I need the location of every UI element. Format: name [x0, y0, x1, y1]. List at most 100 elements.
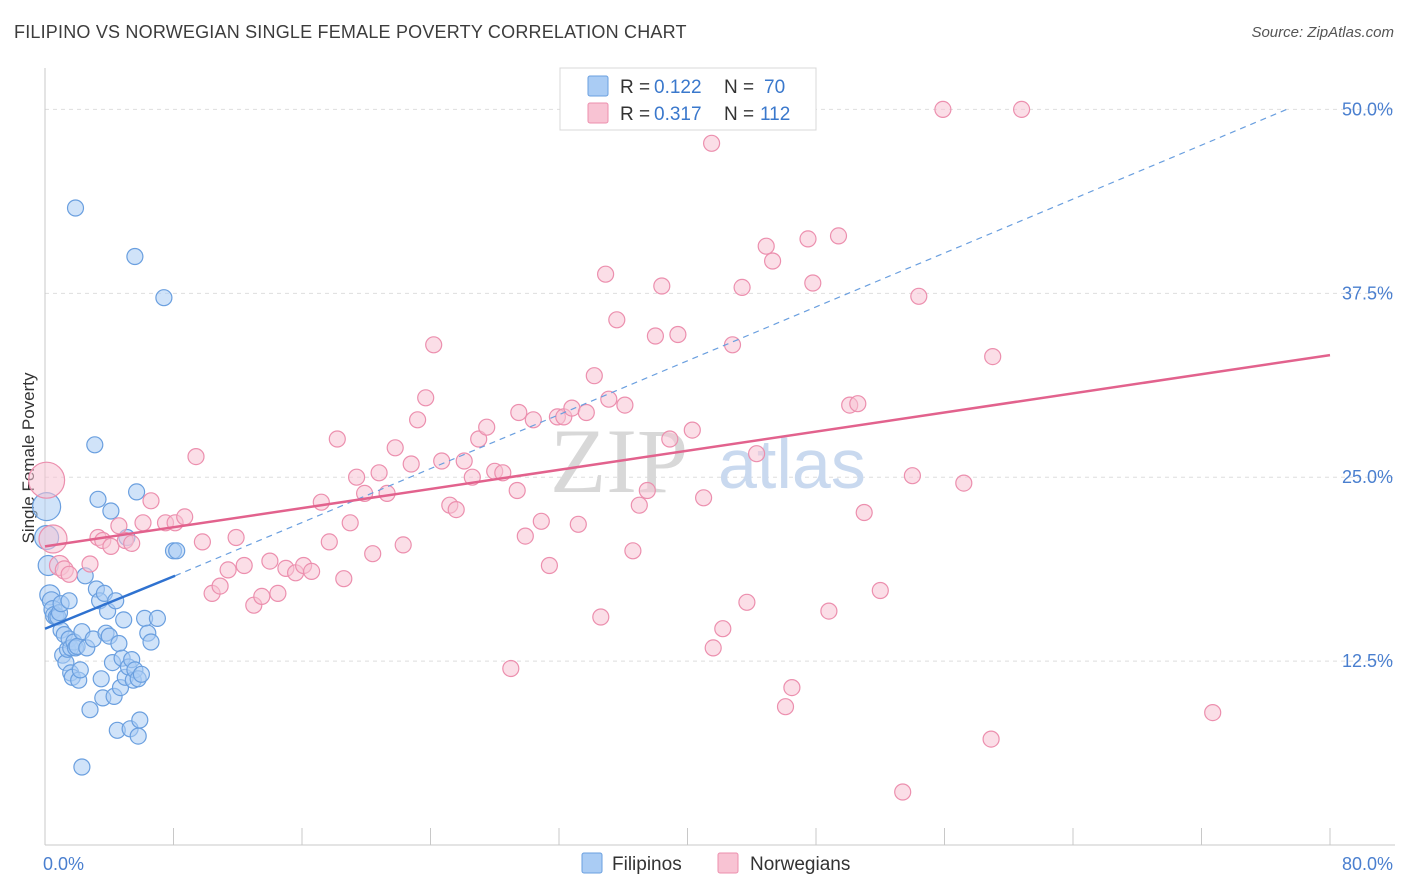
norwegians-point [747, 445, 766, 463]
norwegians-point [757, 237, 775, 255]
norwegians-point [910, 287, 928, 305]
norwegians-point [592, 608, 610, 626]
filipinos-point [66, 199, 85, 217]
norwegians-point [425, 336, 443, 354]
norwegians-point [433, 452, 451, 470]
y-tick-label: 25.0% [1342, 467, 1393, 487]
legend-box: R = 0.122 N = 70 R = 0.317 N = 112 [559, 67, 817, 131]
filipinos-point [126, 247, 144, 266]
norwegians-point [624, 542, 642, 560]
legend-r-label: R = [620, 104, 650, 125]
filipinos-point [71, 661, 89, 679]
norwegians-point [596, 265, 615, 283]
filipinos-point [128, 483, 146, 501]
norwegians-point [193, 533, 211, 551]
norwegians-point [577, 403, 595, 422]
filipinos-trend-extension [174, 108, 1287, 577]
norwegians-point [820, 602, 838, 620]
filipinos-point [73, 758, 91, 776]
norwegians-point [704, 639, 722, 657]
norwegians-point [110, 517, 128, 535]
norwegians-point [478, 418, 496, 436]
norwegians-point [616, 396, 634, 414]
norwegians-point [81, 555, 99, 573]
norwegians-point [261, 552, 279, 570]
source-label: Source: ZipAtlas.com [1251, 24, 1394, 41]
y-tick-label: 12.5% [1342, 651, 1393, 671]
norwegians-point [569, 515, 587, 533]
axes [44, 68, 1395, 846]
norwegians-point [227, 528, 245, 547]
norwegians-point [738, 593, 756, 611]
y-tick-label: 50.0% [1342, 99, 1393, 119]
norwegians-point [849, 395, 867, 413]
legend-n-value-filipinos: 70 [764, 77, 785, 98]
bottom-legend-swatch-norwegians [717, 852, 739, 874]
norwegians-point [123, 534, 141, 553]
norwegians-point [211, 577, 229, 595]
norwegians-point [934, 100, 952, 119]
norwegians-point [694, 489, 713, 507]
norwegians-point [804, 274, 822, 292]
filipinos-trend-line [44, 574, 176, 630]
norwegians-point [1012, 100, 1031, 119]
legend-r-value-norwegians: 0.317 [654, 104, 702, 125]
bottom-legend-label-filipinos: Filipinos [612, 854, 682, 875]
norwegians-point [630, 496, 648, 514]
norwegians-point [638, 481, 656, 500]
norwegians-point [776, 698, 795, 716]
norwegians-point [348, 468, 366, 486]
x-tick-label: 0.0% [43, 854, 84, 874]
norwegians-point [134, 514, 152, 532]
bottom-legend: Filipinos Norwegians [581, 852, 850, 875]
norwegians-point [871, 581, 889, 600]
series-norwegians-points [27, 100, 1222, 801]
x-tick-label: 80.0% [1342, 854, 1393, 874]
norwegians-point [470, 430, 488, 448]
norwegians-point [516, 527, 534, 545]
norwegians-point [219, 561, 237, 579]
norwegians-point [312, 493, 330, 511]
norwegians-point [702, 134, 721, 152]
norwegians-point [799, 230, 817, 248]
filipinos-point [89, 490, 107, 508]
legend-swatch-filipinos [587, 75, 609, 97]
norwegians-point [508, 481, 526, 500]
norwegians-point [955, 474, 973, 492]
norwegians-point [829, 227, 848, 245]
norwegians-point [984, 348, 1002, 366]
filipinos-point [142, 633, 160, 651]
filipinos-point [129, 727, 147, 745]
legend-swatch-norwegians [587, 102, 609, 124]
filipinos-point [168, 542, 186, 560]
norwegians-point [386, 439, 404, 457]
norwegians-point [142, 492, 160, 510]
norwegians-point [683, 421, 701, 439]
norwegians-point [455, 452, 473, 470]
filipinos-point [92, 670, 110, 688]
norwegians-point [417, 389, 435, 407]
norwegians-point [653, 277, 671, 295]
filipinos-point [131, 711, 149, 729]
bottom-legend-label-norwegians: Norwegians [750, 854, 850, 875]
norwegians-point [394, 536, 412, 554]
legend-n-value-norwegians: 112 [760, 104, 790, 125]
norwegians-point [409, 411, 427, 429]
norwegians-point [102, 537, 120, 556]
y-axis-label: Single Female Poverty [19, 372, 38, 544]
norwegians-point [510, 403, 528, 422]
norwegians-trend-line [44, 353, 1331, 548]
grid-lines [45, 108, 1395, 662]
trend-lines [44, 108, 1331, 630]
norwegians-point [187, 448, 205, 466]
filipinos-point [115, 611, 133, 629]
filipinos-point [102, 502, 120, 520]
norwegians-point [328, 430, 346, 448]
y-tick-labels: 12.5% 25.0% 37.5% 50.0% [1342, 99, 1393, 671]
norwegians-point [320, 533, 338, 551]
filipinos-point [81, 701, 99, 719]
legend-r-label: R = [620, 77, 650, 98]
norwegians-point [608, 311, 626, 329]
filipinos-point [110, 634, 128, 653]
norwegians-point [1204, 703, 1222, 722]
